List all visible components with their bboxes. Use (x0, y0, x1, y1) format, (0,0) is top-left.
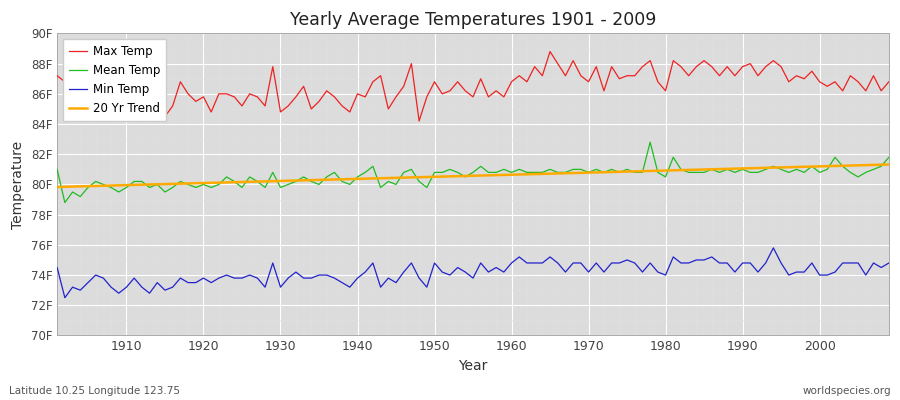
20 Yr Trend (329, 177, 340, 182)
Mean Temp (291, 179, 302, 184)
Min Temp (122, 285, 132, 290)
Mean Temp (644, 140, 655, 144)
Max Temp (614, 76, 625, 81)
Max Temp (329, 94, 340, 99)
Max Temp (52, 73, 63, 78)
Mean Temp (59, 200, 70, 205)
Min Temp (607, 260, 617, 265)
20 Yr Trend (598, 170, 609, 175)
Max Temp (283, 104, 293, 108)
Mean Temp (884, 155, 895, 160)
Text: Latitude 10.25 Longitude 123.75: Latitude 10.25 Longitude 123.75 (9, 386, 180, 396)
Max Temp (884, 79, 895, 84)
20 Yr Trend (506, 172, 517, 177)
Title: Yearly Average Temperatures 1901 - 2009: Yearly Average Temperatures 1901 - 2009 (290, 11, 656, 29)
Line: 20 Yr Trend: 20 Yr Trend (58, 164, 889, 187)
Max Temp (544, 49, 555, 54)
20 Yr Trend (283, 178, 293, 183)
Mean Temp (52, 167, 63, 172)
Line: Mean Temp: Mean Temp (58, 142, 889, 202)
Mean Temp (607, 167, 617, 172)
Min Temp (884, 260, 895, 265)
Mean Temp (514, 167, 525, 172)
Max Temp (514, 73, 525, 78)
20 Yr Trend (113, 183, 124, 188)
Max Temp (414, 119, 425, 124)
20 Yr Trend (499, 172, 509, 177)
20 Yr Trend (52, 184, 63, 189)
X-axis label: Year: Year (458, 359, 488, 373)
Min Temp (506, 260, 517, 265)
Line: Max Temp: Max Temp (58, 52, 889, 121)
Max Temp (113, 99, 124, 104)
Min Temp (768, 246, 778, 250)
Mean Temp (506, 170, 517, 175)
Legend: Max Temp, Mean Temp, Min Temp, 20 Yr Trend: Max Temp, Mean Temp, Min Temp, 20 Yr Tre… (63, 39, 166, 121)
Min Temp (59, 295, 70, 300)
Mean Temp (337, 179, 347, 184)
Min Temp (52, 265, 63, 270)
Text: worldspecies.org: worldspecies.org (803, 386, 891, 396)
Line: Min Temp: Min Temp (58, 248, 889, 298)
Min Temp (291, 270, 302, 274)
Mean Temp (122, 185, 132, 190)
Min Temp (337, 280, 347, 285)
Max Temp (506, 79, 517, 84)
20 Yr Trend (884, 162, 895, 167)
Min Temp (514, 254, 525, 259)
Y-axis label: Temperature: Temperature (11, 140, 25, 228)
